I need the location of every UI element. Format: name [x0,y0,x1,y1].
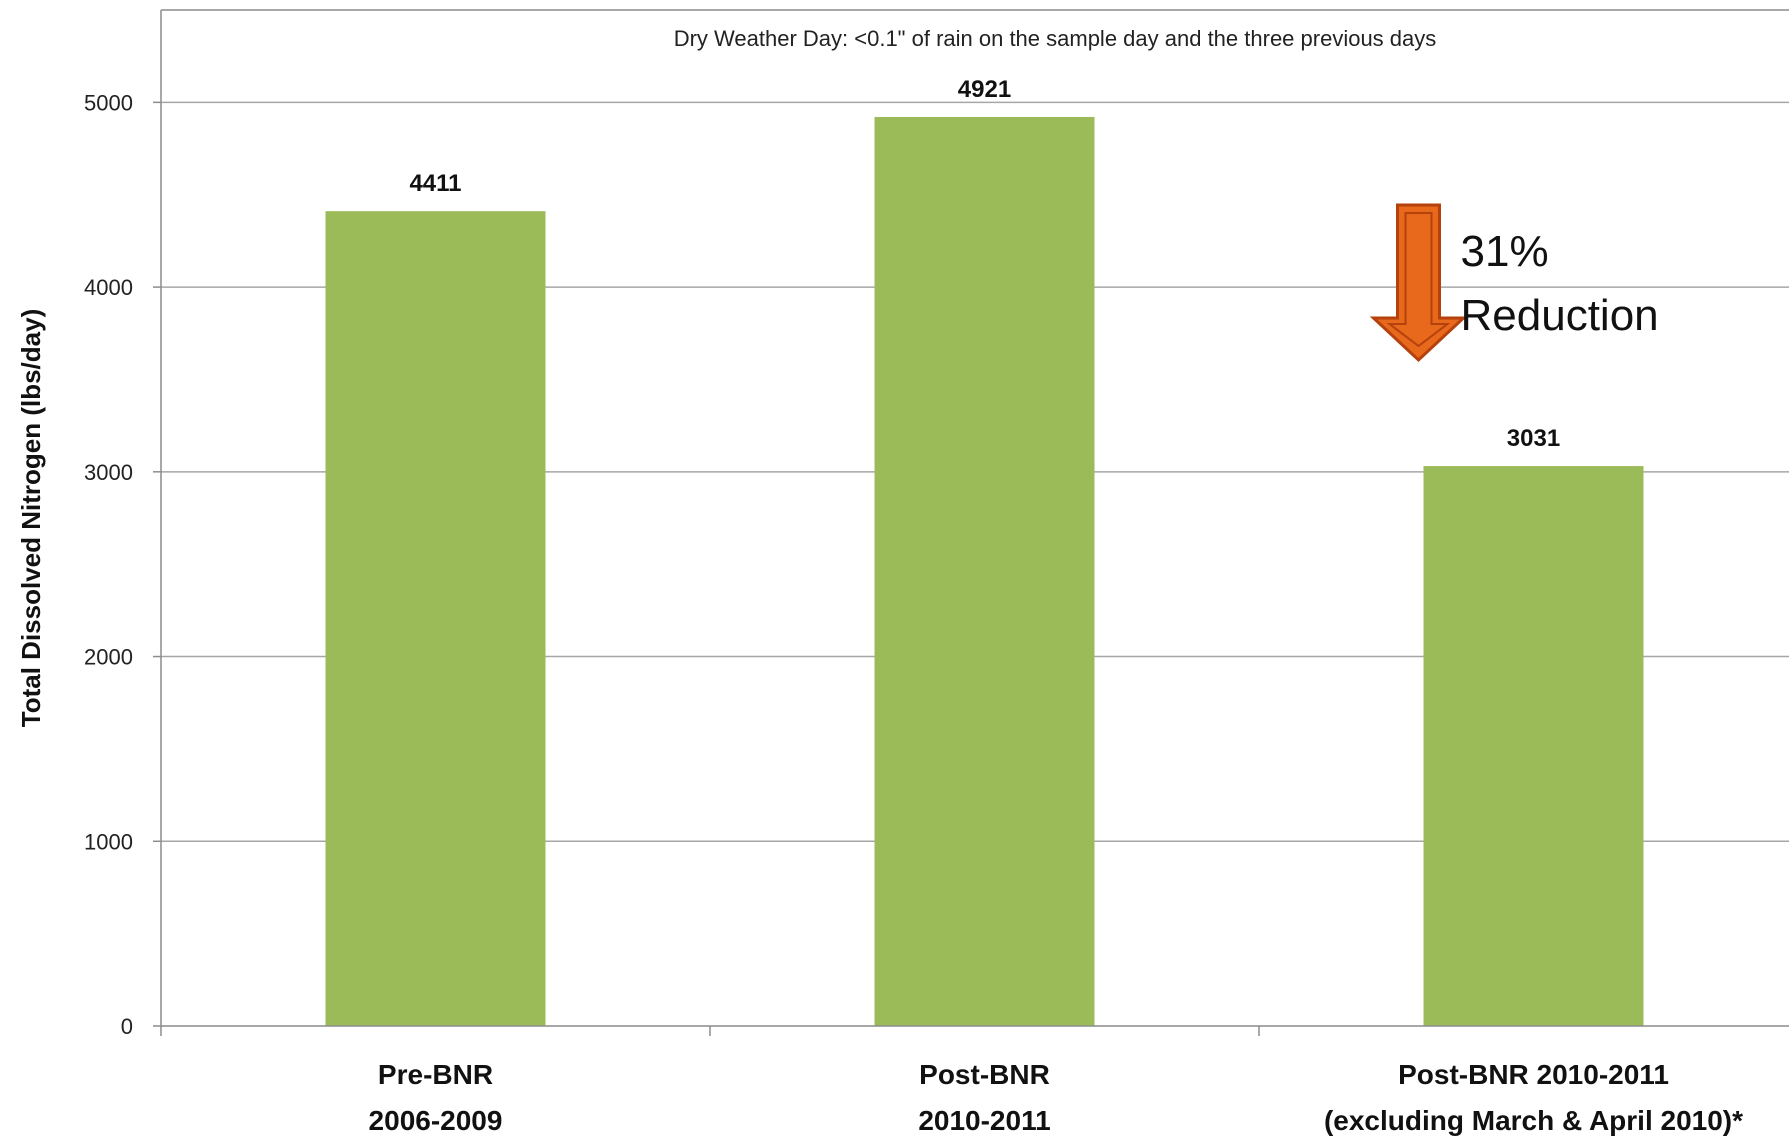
data-label: 4921 [958,76,1011,103]
bars [325,116,1644,1027]
y-tick-label: 5000 [84,90,133,115]
bar-2 [874,116,1095,1026]
y-tick-label: 4000 [84,275,133,300]
bar-3 [1423,466,1644,1026]
down-arrow-icon [1369,203,1468,363]
labels: 0 1000 2000 3000 4000 5000 4411 Pre-BNR 2006-200… [16,26,1743,1136]
data-label: 4411 [409,170,461,197]
y-axis-label: Total Dissolved Nitrogen (lbs/day) [16,309,46,727]
y-tick-label: 0 [121,1014,133,1039]
chart-subtitle: Dry Weather Day: <0.1" of rain on the sa… [674,26,1437,51]
y-tick-label: 1000 [84,829,133,854]
reduction-label: Reduction [1461,291,1659,340]
x-category-label: 2010-2011 [918,1105,1050,1136]
reduction-annotation: 31% Reduction [1369,203,1659,363]
x-category-label: Pre-BNR [378,1059,493,1090]
x-category-label: Post-BNR 2010-2011 [1398,1059,1669,1090]
x-category-label: 2006-2009 [369,1105,503,1136]
down-arrow-inner-outline [1386,212,1451,348]
reduction-percent: 31% [1461,227,1549,276]
y-tick-label: 2000 [84,645,133,670]
data-label: 3031 [1507,425,1560,452]
y-tick-label: 3000 [84,460,133,485]
bar-1 [325,211,546,1027]
x-category-label: Post-BNR [919,1059,1050,1090]
axes [153,9,1789,1036]
x-category-label: (excluding March & April 2010)* [1324,1105,1743,1136]
